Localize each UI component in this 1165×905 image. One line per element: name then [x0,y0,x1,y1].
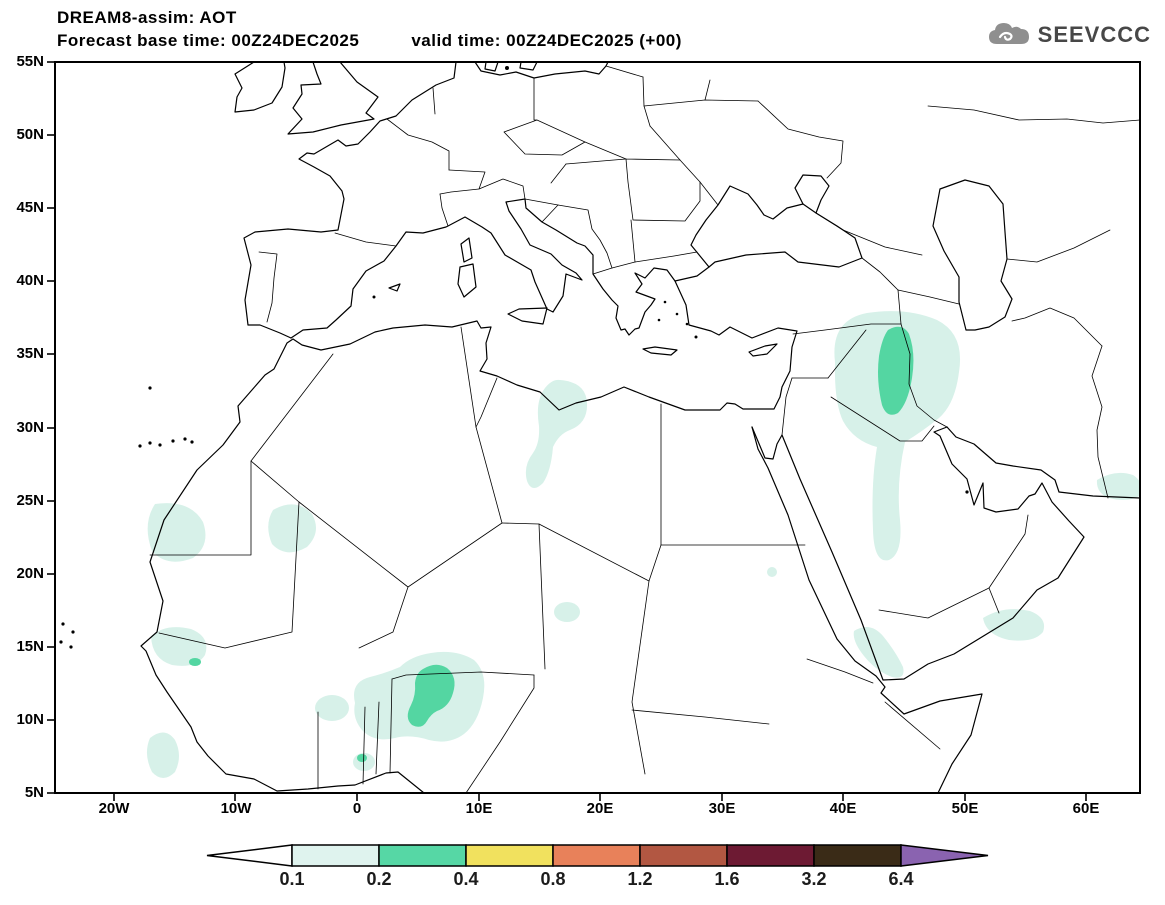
lat-tick-label: 15N [16,638,44,655]
lon-tick-label: 50E [951,800,979,817]
colorbar-tick-label: 0.4 [453,869,479,889]
colorbar-tick-label: 0.2 [366,869,392,889]
lon-tick-label: 40E [829,800,857,817]
colorbar-tick-label: 1.2 [627,869,653,889]
colorbar-tick-label: 3.2 [801,869,827,889]
colorbar-left-arrow [206,844,293,867]
colorbar-segment [726,844,815,867]
logo-text: SEEVCCC [1037,22,1151,47]
colorbar-segment [465,844,554,867]
country-borders [149,65,1140,793]
lon-tick-label: 30E [708,800,736,817]
colorbar-right-arrow [900,844,989,867]
lat-tick-label: 25N [16,492,44,509]
title-block: DREAM8-assim: AOT Forecast base time: 00… [57,7,682,52]
lat-tick-label: 10N [16,711,44,728]
cloud-icon [988,23,1029,44]
lon-tick-label: 10W [220,800,252,817]
lat-tick-label: 20N [16,565,44,582]
lat-tick-label: 5N [24,784,44,801]
lon-tick-label: 10E [465,800,493,817]
map-frame [54,61,1141,794]
lat-tick-label: 50N [16,126,44,143]
page-title: DREAM8-assim: AOT [57,8,237,27]
axis-ticks [47,61,1087,801]
colorbar-tick-label: 1.6 [714,869,740,889]
colorbar-tick-label: 0.8 [540,869,566,889]
lat-tick-label: 40N [16,272,44,289]
aot-shading [146,311,1140,778]
lat-tick-label: 35N [16,345,44,362]
colorbar-segment [813,844,902,867]
colorbar-tick-label: 0.1 [279,869,305,889]
colorbar-segment [378,844,467,867]
lat-tick-label: 55N [16,53,44,70]
lat-tick-label: 45N [16,199,44,216]
small-islands [59,66,969,649]
colorbar-segment [552,844,641,867]
valid-time: valid time: 00Z24DEC2025 (+00) [411,31,682,50]
lon-tick-label: 20W [98,800,130,817]
lon-tick-label: 60E [1072,800,1100,817]
lat-tick-label: 30N [16,419,44,436]
colorbar-segment [639,844,728,867]
seevccc-logo: SEEVCCC [986,20,1151,50]
coastlines [140,62,1140,793]
subtitle: Forecast base time: 00Z24DEC2025 valid ti… [57,30,682,52]
colorbar [206,844,989,867]
forecast-base-time: Forecast base time: 00Z24DEC2025 [57,31,360,50]
colorbar-segment [291,844,380,867]
lon-tick-label: 20E [586,800,614,817]
colorbar-tick-label: 6.4 [888,869,914,889]
lon-tick-label: 0 [352,800,362,817]
